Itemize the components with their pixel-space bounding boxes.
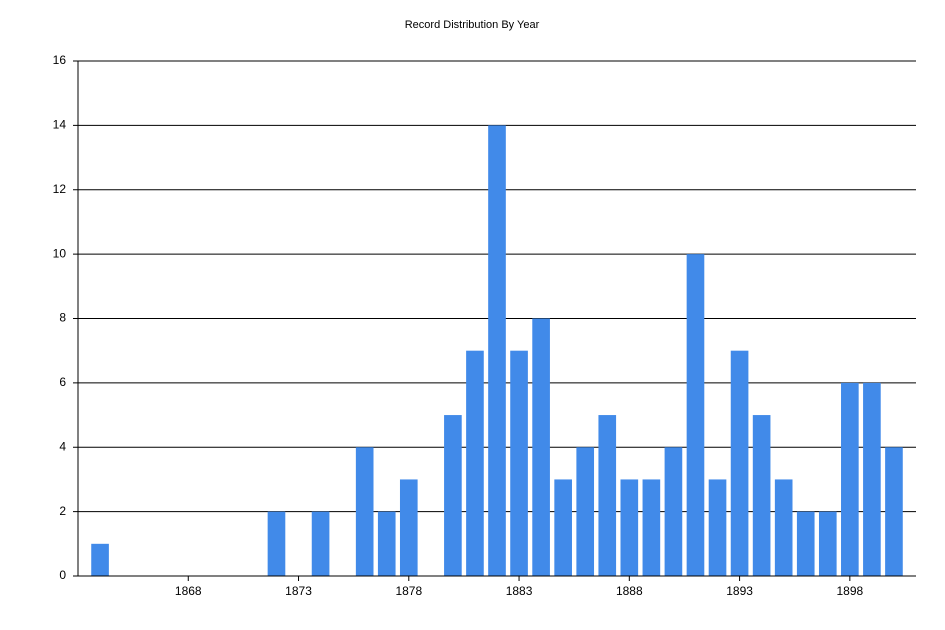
bar [664, 447, 683, 576]
bar [642, 479, 661, 576]
bar [730, 350, 749, 576]
bar [885, 447, 903, 576]
y-tick-label: 8 [59, 311, 66, 325]
x-tick-label: 1878 [395, 584, 422, 598]
bar [708, 479, 727, 576]
y-tick-label: 2 [59, 504, 66, 518]
bar [576, 447, 595, 576]
y-tick-label: 0 [59, 568, 66, 582]
y-tick-label: 10 [53, 246, 67, 260]
bar [311, 511, 330, 576]
x-tick-label: 1893 [726, 584, 753, 598]
bar [267, 511, 286, 576]
bar [598, 415, 617, 576]
bar [488, 125, 506, 576]
chart-title: Record Distribution By Year [405, 19, 540, 31]
bar [510, 350, 528, 576]
bar [554, 479, 572, 576]
bar [355, 447, 374, 576]
y-tick-label: 14 [53, 118, 67, 132]
y-tick-label: 16 [53, 53, 67, 67]
bar [620, 479, 639, 576]
bar [399, 479, 418, 576]
bar [532, 318, 550, 576]
x-tick-label: 1873 [285, 584, 312, 598]
y-tick-label: 4 [59, 439, 66, 453]
y-tick-label: 6 [59, 375, 66, 389]
bar [752, 415, 771, 576]
bar [863, 382, 881, 576]
bar [841, 382, 859, 576]
y-tick-label: 12 [53, 182, 67, 196]
x-tick-label: 1868 [175, 584, 202, 598]
bar [818, 511, 837, 576]
bar [686, 254, 705, 576]
bar [466, 350, 484, 576]
x-tick-label: 1898 [836, 584, 863, 598]
bar [444, 415, 462, 576]
bar [796, 511, 815, 576]
x-tick-label: 1888 [616, 584, 643, 598]
bar [774, 479, 793, 576]
bar [377, 511, 396, 576]
x-tick-label: 1883 [506, 584, 533, 598]
bar [91, 543, 109, 576]
